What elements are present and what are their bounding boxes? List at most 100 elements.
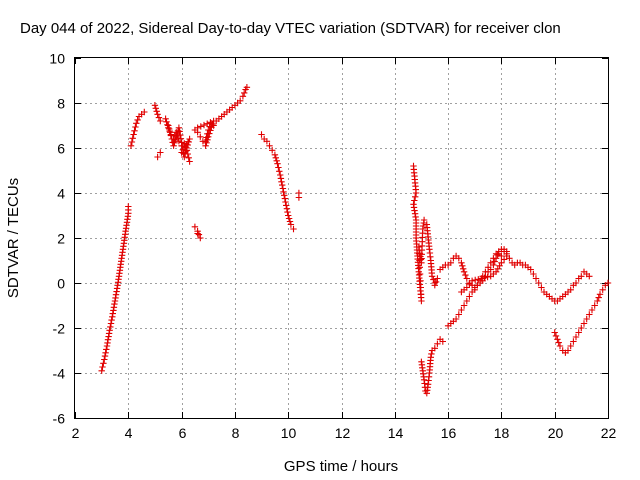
y-tick-labels: -6 -4 -2 0 2 4 6 8 10 <box>49 51 65 427</box>
data-point <box>277 171 284 179</box>
data-point <box>104 336 112 343</box>
data-point <box>241 89 248 97</box>
y-tick-label: 2 <box>57 231 65 247</box>
data-point <box>127 142 135 149</box>
data-point <box>586 311 593 318</box>
data-point <box>411 207 418 214</box>
data-point <box>552 332 560 340</box>
data-point <box>412 189 420 197</box>
data-point <box>129 135 136 142</box>
data-point <box>204 136 211 143</box>
data-point <box>572 333 580 341</box>
data-point <box>551 329 558 336</box>
data-point <box>103 346 110 353</box>
data-point <box>556 342 564 350</box>
data-point <box>101 356 108 363</box>
data-point <box>112 291 120 298</box>
data-point <box>279 185 287 192</box>
data-point <box>466 293 473 300</box>
data-point <box>284 208 291 216</box>
data-point <box>164 121 171 128</box>
data-point <box>134 116 141 124</box>
data-point <box>154 111 161 118</box>
x-tick-label: 18 <box>494 425 510 441</box>
data-point <box>460 302 468 309</box>
data-point <box>157 117 164 125</box>
data-point <box>555 339 562 346</box>
data-point <box>412 193 419 200</box>
data-point <box>417 284 424 291</box>
data-point <box>197 133 204 140</box>
data-point <box>431 345 438 352</box>
data-point <box>178 149 185 156</box>
data-point <box>578 273 585 280</box>
data-point <box>181 153 188 161</box>
data-point <box>177 131 184 139</box>
data-point <box>176 128 183 135</box>
data-point <box>132 123 139 131</box>
data-point <box>282 198 289 206</box>
data-point <box>463 284 470 291</box>
data-point <box>130 131 137 138</box>
data-point <box>439 338 446 345</box>
x-tick-label: 10 <box>281 425 297 441</box>
data-point <box>285 215 293 222</box>
data-point <box>460 265 467 272</box>
data-point <box>197 123 204 130</box>
data-point <box>131 127 138 134</box>
data-point <box>165 122 172 129</box>
data-point <box>152 105 159 112</box>
data-point <box>455 255 462 262</box>
data-point <box>416 264 423 271</box>
y-tick-label: 8 <box>57 96 65 112</box>
data-point <box>455 311 462 318</box>
data-point <box>178 139 185 146</box>
data-point <box>481 274 488 281</box>
data-point <box>471 286 478 293</box>
data-point <box>418 297 425 305</box>
data-point <box>102 349 109 356</box>
data-point <box>271 151 279 158</box>
data-point <box>177 135 185 142</box>
data-point <box>107 323 114 331</box>
data-point <box>434 275 441 282</box>
data-point <box>567 286 574 293</box>
data-point <box>596 291 604 298</box>
data-point <box>484 273 491 281</box>
data-point <box>202 142 209 149</box>
x-tick-label: 14 <box>388 425 404 441</box>
x-tick-label: 12 <box>335 425 351 441</box>
data-point <box>535 279 542 287</box>
data-point <box>207 127 214 134</box>
data-point <box>463 297 470 305</box>
data-point <box>427 354 434 361</box>
data-point <box>583 315 590 323</box>
x-tick-label: 20 <box>548 425 564 441</box>
y-tick-label: -4 <box>53 366 66 382</box>
data-point <box>416 270 424 278</box>
data-point <box>491 258 498 265</box>
data-point <box>458 259 465 266</box>
data-point <box>258 131 265 138</box>
data-point <box>205 133 212 140</box>
data-point <box>475 276 482 283</box>
data-point <box>277 175 285 182</box>
data-point <box>157 149 164 156</box>
data-point <box>182 150 189 158</box>
data-point <box>459 262 466 269</box>
data-point <box>107 320 115 327</box>
data-point <box>285 212 292 219</box>
y-tick-label: 0 <box>57 276 65 292</box>
data-point <box>197 234 204 242</box>
data-point <box>280 188 287 196</box>
y-tick-label: -2 <box>53 321 66 337</box>
data-point <box>153 108 160 115</box>
data-point <box>191 223 199 230</box>
data-point <box>163 118 170 125</box>
data-point <box>283 205 291 212</box>
y-axis-title: SDTVAR / TECUs <box>5 178 22 298</box>
data-point <box>462 271 469 279</box>
data-point <box>494 251 501 259</box>
data-point <box>168 135 175 143</box>
